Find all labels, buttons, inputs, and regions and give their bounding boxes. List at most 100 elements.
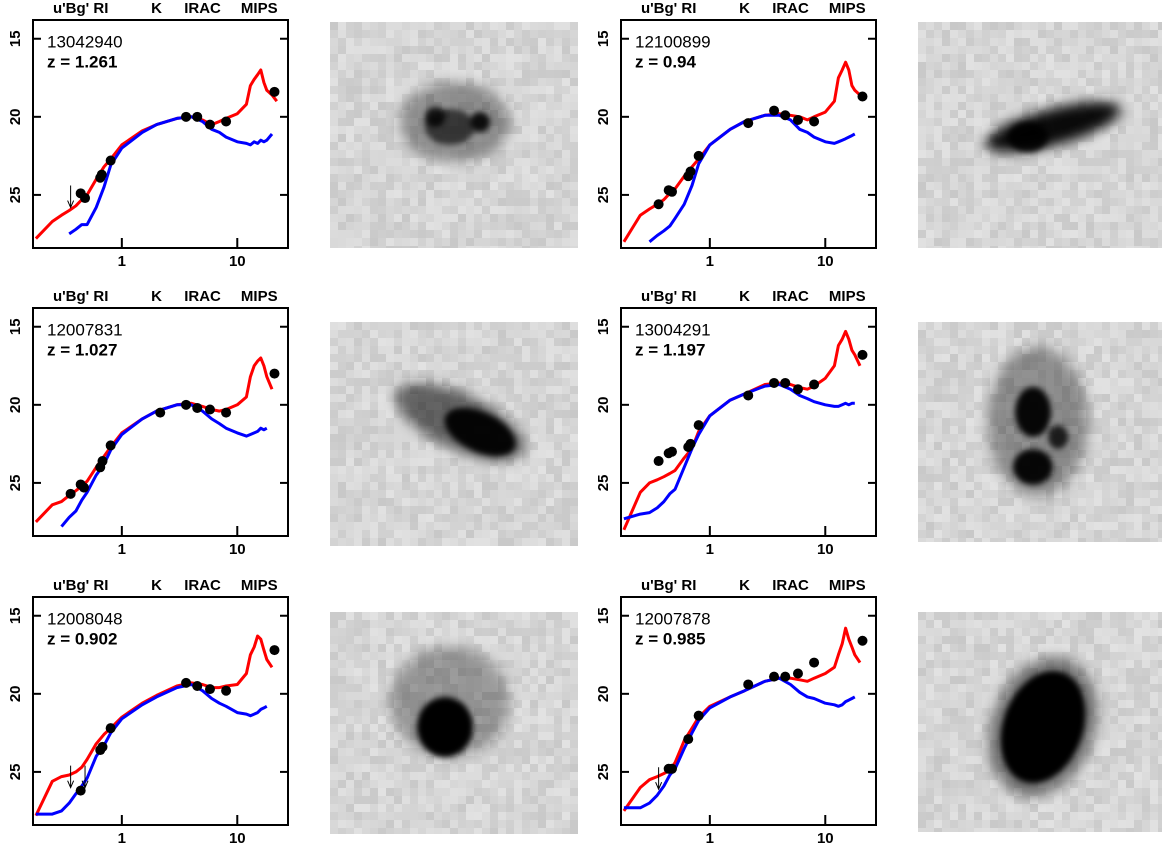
noise-pixel	[442, 506, 450, 514]
noise-pixel	[330, 174, 338, 182]
noise-pixel	[338, 70, 346, 78]
noise-pixel	[490, 490, 498, 498]
noise-pixel	[514, 668, 522, 676]
noise-pixel	[1158, 748, 1162, 756]
noise-pixel	[1150, 506, 1158, 514]
noise-pixel	[1038, 506, 1046, 514]
noise-pixel	[570, 724, 578, 732]
noise-pixel	[394, 362, 402, 370]
noise-pixel	[370, 86, 378, 94]
noise-pixel	[410, 30, 418, 38]
noise-pixel	[506, 732, 514, 740]
noise-pixel	[514, 246, 522, 248]
noise-pixel	[1158, 158, 1162, 166]
noise-pixel	[958, 30, 966, 38]
noise-pixel	[1110, 418, 1118, 426]
noise-pixel	[926, 716, 934, 724]
noise-pixel	[942, 346, 950, 354]
noise-pixel	[1038, 338, 1046, 346]
noise-pixel	[1158, 660, 1162, 668]
noise-pixel	[346, 174, 354, 182]
noise-pixel	[506, 378, 514, 386]
noise-pixel	[362, 230, 370, 238]
noise-pixel	[1118, 538, 1126, 542]
noise-pixel	[338, 740, 346, 748]
noise-pixel	[482, 466, 490, 474]
noise-pixel	[338, 732, 346, 740]
noise-pixel	[1134, 612, 1142, 620]
noise-pixel	[1006, 514, 1014, 522]
noise-pixel	[1078, 370, 1086, 378]
noise-pixel	[1158, 442, 1162, 450]
noise-pixel	[506, 230, 514, 238]
noise-pixel	[1038, 94, 1046, 102]
noise-pixel	[386, 466, 394, 474]
noise-pixel	[370, 828, 378, 834]
noise-pixel	[338, 238, 346, 246]
noise-pixel	[474, 628, 482, 636]
noise-pixel	[1094, 370, 1102, 378]
noise-pixel	[570, 490, 578, 498]
noise-pixel	[418, 230, 426, 238]
noise-pixel	[474, 756, 482, 764]
noise-pixel	[1102, 522, 1110, 530]
noise-pixel	[378, 804, 386, 812]
noise-pixel	[538, 620, 546, 628]
noise-pixel	[354, 386, 362, 394]
noise-pixel	[1142, 514, 1150, 522]
noise-pixel	[950, 214, 958, 222]
noise-pixel	[942, 700, 950, 708]
noise-pixel	[1126, 514, 1134, 522]
noise-pixel	[506, 612, 514, 620]
noise-pixel	[538, 708, 546, 716]
noise-pixel	[442, 354, 450, 362]
noise-pixel	[530, 78, 538, 86]
noise-pixel	[966, 126, 974, 134]
noise-pixel	[1102, 660, 1110, 668]
noise-pixel	[1110, 206, 1118, 214]
noise-pixel	[490, 22, 498, 30]
noise-pixel	[354, 174, 362, 182]
noise-pixel	[562, 692, 570, 700]
noise-pixel	[434, 538, 442, 546]
noise-pixel	[434, 38, 442, 46]
noise-pixel	[1158, 668, 1162, 676]
noise-pixel	[982, 724, 990, 732]
noise-pixel	[974, 70, 982, 78]
noise-pixel	[1102, 684, 1110, 692]
noise-pixel	[958, 78, 966, 86]
noise-pixel	[386, 354, 394, 362]
noise-pixel	[1102, 708, 1110, 716]
noise-pixel	[974, 182, 982, 190]
noise-pixel	[1110, 30, 1118, 38]
noise-pixel	[562, 190, 570, 198]
noise-pixel	[1158, 330, 1162, 338]
noise-pixel	[410, 530, 418, 538]
noise-pixel	[1022, 198, 1030, 206]
noise-pixel	[514, 214, 522, 222]
noise-pixel	[974, 62, 982, 70]
noise-pixel	[418, 174, 426, 182]
noise-pixel	[442, 54, 450, 62]
noise-pixel	[466, 628, 474, 636]
noise-pixel	[370, 716, 378, 724]
noise-pixel	[934, 684, 942, 692]
noise-pixel	[958, 514, 966, 522]
noise-pixel	[570, 530, 578, 538]
noise-pixel	[410, 612, 418, 620]
noise-pixel	[562, 788, 570, 796]
noise-pixel	[370, 126, 378, 134]
noise-pixel	[1158, 126, 1162, 134]
noise-pixel	[482, 174, 490, 182]
noise-pixel	[1094, 426, 1102, 434]
noise-pixel	[1134, 142, 1142, 150]
noise-pixel	[362, 354, 370, 362]
noise-pixel	[482, 498, 490, 506]
noise-pixel	[1150, 668, 1158, 676]
noise-pixel	[1078, 498, 1086, 506]
noise-pixel	[394, 426, 402, 434]
noise-pixel	[942, 206, 950, 214]
noise-pixel	[934, 748, 942, 756]
noise-pixel	[330, 740, 338, 748]
noise-pixel	[1158, 410, 1162, 418]
